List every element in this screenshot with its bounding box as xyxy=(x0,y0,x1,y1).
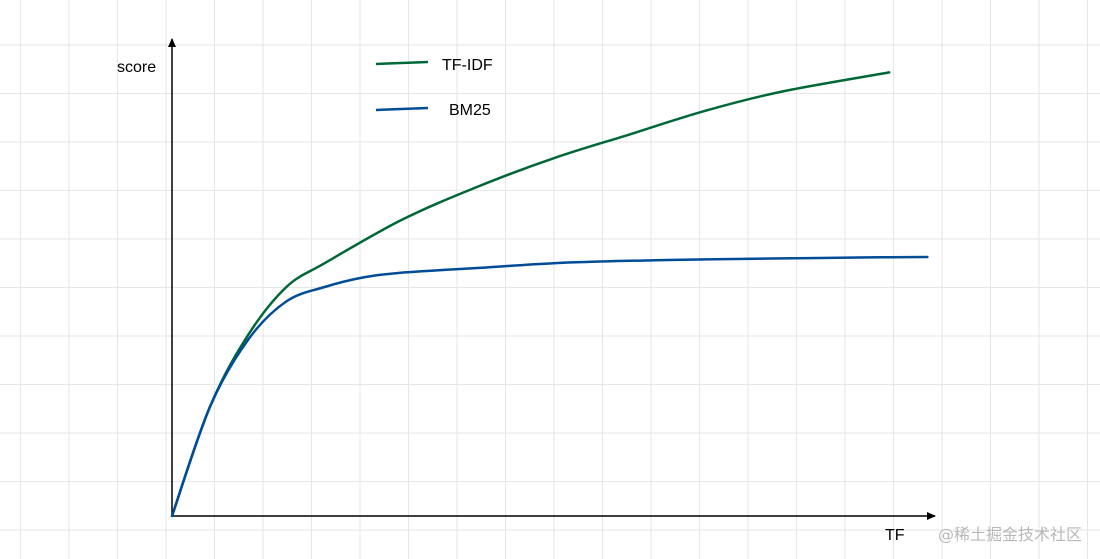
series-line-bm25 xyxy=(170,255,929,518)
y-axis-label: score xyxy=(117,59,156,76)
watermark: @稀土掘金技术社区 xyxy=(937,525,1082,544)
legend-swatch-bm25 xyxy=(375,106,429,112)
legend: TF-IDF BM25 xyxy=(375,57,493,119)
x-axis-label: TF xyxy=(885,527,905,544)
legend-label-tf-idf: TF-IDF xyxy=(442,57,493,74)
series-layer xyxy=(170,71,929,518)
legend-label-bm25: BM25 xyxy=(449,102,491,119)
series-line-tf-idf xyxy=(170,71,891,518)
legend-swatch-tf-idf xyxy=(375,60,429,66)
